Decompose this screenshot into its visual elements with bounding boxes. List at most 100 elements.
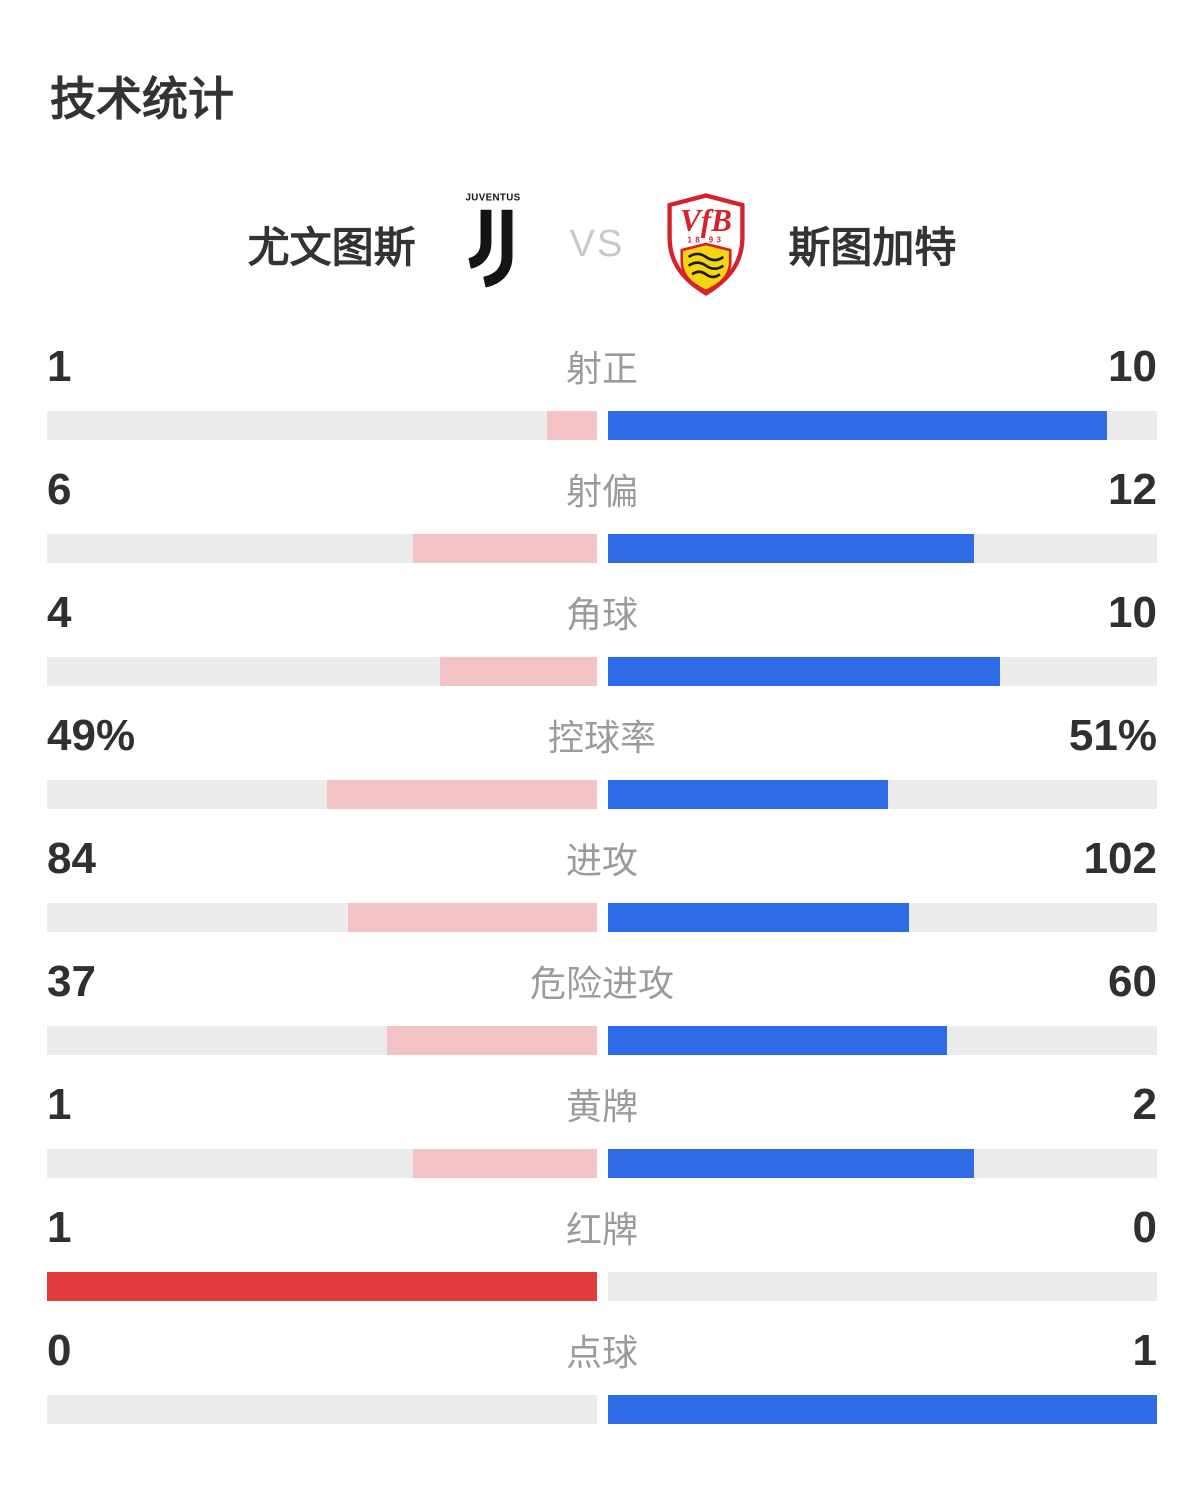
home-value: 6 — [47, 465, 72, 515]
stat-label: 点球 — [565, 1332, 638, 1374]
home-value: 84 — [47, 834, 96, 884]
stat-row: 49% 控球率 51% — [47, 712, 1157, 810]
stat-bars — [47, 1026, 1157, 1056]
home-value: 1 — [47, 342, 72, 392]
home-bar-track — [47, 657, 597, 687]
stat-row: 4 角球 10 — [47, 589, 1157, 687]
vfb-stuttgart-logo-icon: VfB 18 93 — [662, 192, 750, 297]
vs-label: VS — [569, 222, 625, 265]
stat-label: 红牌 — [565, 1209, 638, 1251]
juventus-logo-icon: JUVENTUS — [454, 191, 532, 297]
home-bar-fill — [47, 1272, 597, 1302]
away-bar-track — [607, 1149, 1157, 1179]
away-bar-track — [607, 780, 1157, 810]
away-value: 10 — [1108, 342, 1157, 392]
stat-bars — [47, 411, 1157, 441]
stat-label-line: 84 进攻 102 — [47, 835, 1157, 883]
stat-label-line: 4 角球 10 — [47, 589, 1157, 637]
juventus-inner-j — [467, 209, 492, 269]
away-value: 1 — [1132, 1326, 1157, 1376]
stat-label-line: 1 黄牌 2 — [47, 1081, 1157, 1129]
stat-bars — [47, 1272, 1157, 1302]
away-value: 51% — [1068, 711, 1157, 761]
vfb-antlers — [688, 252, 725, 279]
home-bar-track — [47, 780, 597, 810]
away-value: 102 — [1083, 834, 1157, 884]
stat-label: 角球 — [565, 594, 638, 636]
stat-label: 控球率 — [547, 717, 656, 759]
teams-header: 尤文图斯 JUVENTUS VS VfB 18 93 斯图 — [47, 191, 1157, 297]
away-value: 10 — [1108, 588, 1157, 638]
away-bar-track — [607, 534, 1157, 564]
away-bar-fill — [607, 1026, 948, 1056]
stat-label-line: 49% 控球率 51% — [47, 712, 1157, 760]
away-bar-fill — [607, 534, 974, 564]
page-title: 技术统计 — [50, 73, 234, 125]
stat-label: 黄牌 — [565, 1086, 638, 1128]
stat-bars — [47, 903, 1157, 933]
vfb-letters: VfB — [680, 203, 732, 238]
away-bar-fill — [607, 1395, 1157, 1425]
stat-label-line: 1 射正 10 — [47, 343, 1157, 391]
vfb-year: 18 93 — [688, 235, 725, 244]
stat-label-line: 37 危险进攻 60 — [47, 958, 1157, 1006]
stat-row: 37 危险进攻 60 — [47, 958, 1157, 1056]
stat-bars — [47, 657, 1157, 687]
stat-label-line: 6 射偏 12 — [47, 466, 1157, 514]
home-bar-track — [47, 903, 597, 933]
home-bar-fill — [413, 534, 597, 564]
stat-bars — [47, 780, 1157, 810]
home-bar-track — [47, 1149, 597, 1179]
away-bar-track — [607, 657, 1157, 687]
home-bar-fill — [546, 411, 597, 441]
away-bar-track — [607, 1272, 1157, 1302]
home-team-name: 尤文图斯 — [247, 223, 416, 271]
home-bar-fill — [327, 780, 597, 810]
away-bar-fill — [607, 411, 1108, 441]
home-value: 49% — [47, 711, 136, 761]
away-value: 2 — [1132, 1080, 1157, 1130]
away-bar-track — [607, 1026, 1157, 1056]
home-value: 1 — [47, 1203, 72, 1253]
away-value: 0 — [1132, 1203, 1157, 1253]
home-bar-fill — [413, 1149, 597, 1179]
stats-list: 1 射正 10 6 射偏 12 — [47, 343, 1157, 1425]
away-bar-fill — [607, 780, 888, 810]
stat-row: 84 进攻 102 — [47, 835, 1157, 933]
juventus-outer-j — [482, 209, 513, 288]
stat-bars — [47, 1149, 1157, 1179]
stat-label: 危险进攻 — [529, 963, 674, 1005]
stat-row: 1 射正 10 — [47, 343, 1157, 441]
juventus-wordmark: JUVENTUS — [465, 193, 520, 204]
home-bar-fill — [439, 657, 597, 687]
away-value: 60 — [1108, 957, 1157, 1007]
home-bar-track — [47, 1395, 597, 1425]
stat-label: 进攻 — [565, 840, 638, 882]
stat-label: 射正 — [565, 348, 638, 390]
home-bar-track — [47, 1026, 597, 1056]
stat-label-line: 1 红牌 0 — [47, 1204, 1157, 1252]
stat-label: 射偏 — [565, 471, 638, 513]
away-team-name: 斯图加特 — [788, 223, 957, 271]
stat-label-line: 0 点球 1 — [47, 1327, 1157, 1375]
stat-row: 1 黄牌 2 — [47, 1081, 1157, 1179]
stat-row: 1 红牌 0 — [47, 1204, 1157, 1302]
home-bar-fill — [348, 903, 597, 933]
away-bar-track — [607, 903, 1157, 933]
stat-row: 0 点球 1 — [47, 1327, 1157, 1425]
away-value: 12 — [1108, 465, 1157, 515]
home-bar-track — [47, 1272, 597, 1302]
home-value: 0 — [47, 1326, 72, 1376]
away-bar-track — [607, 1395, 1157, 1425]
home-value: 4 — [47, 588, 72, 638]
away-bar-fill — [607, 903, 909, 933]
home-bar-track — [47, 411, 597, 441]
home-bar-fill — [386, 1026, 597, 1056]
home-value: 1 — [47, 1080, 72, 1130]
stat-row: 6 射偏 12 — [47, 466, 1157, 564]
away-bar-fill — [607, 657, 1000, 687]
home-value: 37 — [47, 957, 96, 1007]
away-bar-fill — [607, 1149, 974, 1179]
home-bar-track — [47, 534, 597, 564]
